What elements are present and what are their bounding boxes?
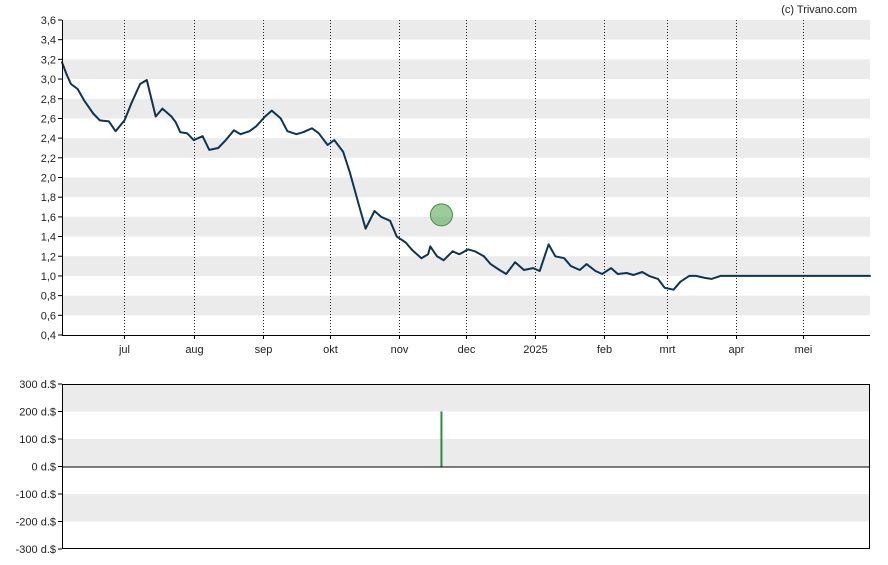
- volume-y-tick-label: 0 d.$: [32, 462, 56, 474]
- price-y-tick-label: 2,6: [41, 113, 56, 125]
- price-y-tick-label: 1,8: [41, 192, 56, 204]
- price-x-tick-label: dec: [458, 344, 476, 356]
- volume-y-tick-label: -300 d.$: [16, 544, 56, 556]
- volume-band: [62, 439, 870, 467]
- price-y-tick-label: 0,6: [41, 310, 56, 322]
- price-marker: [429, 203, 453, 227]
- price-y-tick-label: 3,2: [41, 54, 56, 66]
- price-x-tick-label: nov: [391, 344, 409, 356]
- price-y-tick-label: 2,0: [41, 173, 56, 185]
- price-y-tick-label: 0,8: [41, 291, 56, 303]
- credit-text: (c) Trivano.com: [781, 4, 857, 16]
- volume-y-tick-label: 300 d.$: [19, 379, 56, 391]
- price-y-tick-label: 2,2: [41, 153, 56, 165]
- volume-y-tick-label: 200 d.$: [19, 407, 56, 419]
- price-x-tick-label: apr: [729, 344, 745, 356]
- volume-y-tick-label: -200 d.$: [16, 517, 56, 529]
- price-line: [61, 61, 871, 291]
- volume-y-axis-ticks: 300 d.$ 200 d.$ 100 d.$ 0 d.$ -100 d.$ -200 d…: [16, 379, 62, 556]
- price-chart: 0,4 0,6 0,8 1,0 1,2 1,4 1,6 1,8 2,0 2,2 2,4 2,6 2,8 3…: [41, 15, 871, 356]
- price-y-axis-ticks: 0,4 0,6 0,8 1,0 1,2 1,4 1,6 1,8 2,0 2,2 2,4 2,6 2,8 3…: [41, 15, 62, 342]
- volume-band: [62, 494, 870, 522]
- price-y-tick-label: 0,4: [41, 330, 56, 342]
- price-x-tick-label: sep: [255, 344, 273, 356]
- price-x-tick-label: 2025: [523, 344, 547, 356]
- price-marker-dot: [429, 203, 453, 227]
- price-y-tick-label: 2,4: [41, 133, 56, 145]
- price-x-tick-label: aug: [185, 344, 203, 356]
- volume-y-tick-label: 100 d.$: [19, 434, 56, 446]
- price-y-tick-label: 3,6: [41, 15, 56, 27]
- price-x-axis-ticks: jul aug sep okt nov dec 2025 feb mrt apr mei: [118, 335, 812, 356]
- price-series: [61, 61, 871, 291]
- volume-y-tick-label: -100 d.$: [16, 489, 56, 501]
- price-axes-frame: [62, 20, 870, 336]
- price-x-tick-label: jul: [118, 344, 130, 356]
- volume-band: [62, 384, 870, 412]
- price-y-tick-label: 1,4: [41, 232, 56, 244]
- price-x-tick-label: feb: [597, 344, 612, 356]
- volume-axes-frame: [62, 384, 870, 549]
- price-y-tick-label: 2,8: [41, 94, 56, 106]
- price-y-tick-label: 3,4: [41, 35, 56, 47]
- price-x-tick-label: mrt: [660, 344, 676, 356]
- price-y-tick-label: 3,0: [41, 74, 56, 86]
- price-x-tick-label: okt: [323, 344, 338, 356]
- volume-chart: 300 d.$ 200 d.$ 100 d.$ 0 d.$ -100 d.$ -200 d…: [16, 379, 870, 556]
- price-y-tick-label: 1,0: [41, 271, 56, 283]
- price-y-tick-label: 1,2: [41, 251, 56, 263]
- price-x-tick-label: mei: [795, 344, 813, 356]
- price-y-tick-label: 1,6: [41, 212, 56, 224]
- price-band: [62, 138, 870, 158]
- volume-grid-bands: [62, 384, 870, 522]
